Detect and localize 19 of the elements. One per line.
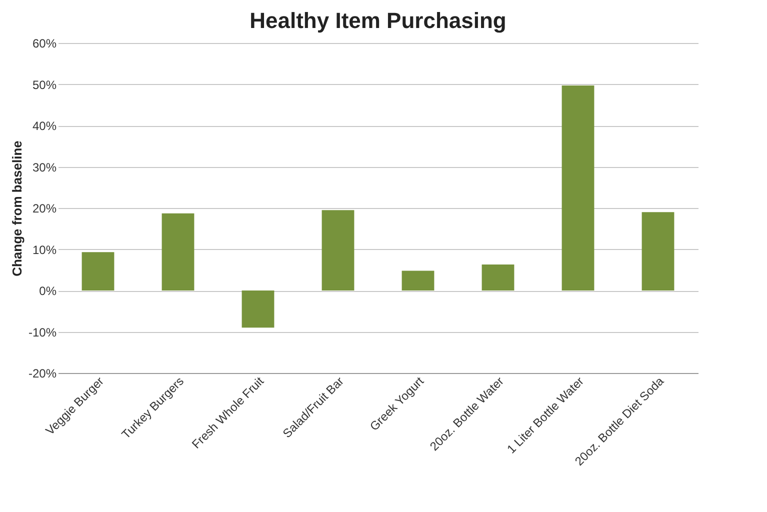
y-tick-label: 0% xyxy=(39,284,57,298)
y-tick-label: 30% xyxy=(32,160,57,174)
bar xyxy=(162,213,194,290)
bar xyxy=(322,210,354,290)
y-axis-title: Change from baseline xyxy=(9,140,24,276)
y-tick-label: -10% xyxy=(28,325,57,340)
y-tick-label: 40% xyxy=(32,119,57,133)
bar xyxy=(562,85,594,290)
y-tick-label: 50% xyxy=(32,78,57,92)
bar xyxy=(402,270,434,290)
bar xyxy=(242,290,274,328)
bar xyxy=(82,252,114,290)
y-tick-label: 60% xyxy=(32,36,57,50)
y-tick-label: 10% xyxy=(32,242,57,257)
bar xyxy=(642,212,674,290)
chart-title: Healthy Item Purchasing xyxy=(250,8,506,33)
y-tick-label: 20% xyxy=(32,202,57,216)
bar xyxy=(482,264,514,290)
y-tick-label: -20% xyxy=(28,366,57,380)
